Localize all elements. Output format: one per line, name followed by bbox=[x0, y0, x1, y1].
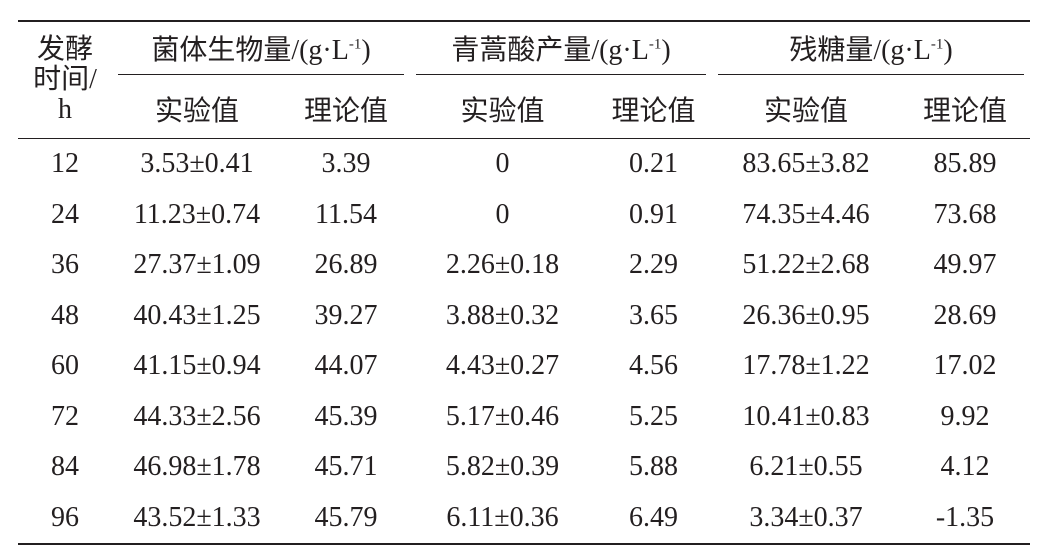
table-cell: 24 bbox=[51, 198, 79, 230]
table-cell: 11.54 bbox=[315, 198, 377, 230]
table-cell: -1.35 bbox=[900, 492, 1030, 545]
group-close: ) bbox=[661, 34, 671, 66]
sub-header: 理论值 bbox=[595, 80, 712, 139]
table-row: 24 11.23±0.74 11.54 0 0.91 74.35±4.46 73.68 bbox=[18, 190, 1030, 241]
group-close: ) bbox=[943, 34, 953, 66]
table-cell: 96 bbox=[18, 492, 112, 545]
table-row: 84 46.98±1.78 45.71 5.82±0.39 5.88 6.21±0.55 4… bbox=[18, 442, 1030, 493]
table-cell: 74.35±4.46 bbox=[742, 198, 870, 230]
table-cell: 85.89 bbox=[933, 148, 997, 180]
table-cell: 0 bbox=[495, 148, 510, 180]
table-cell: 44.33±2.56 bbox=[133, 400, 261, 432]
table-cell: 45.39 bbox=[314, 400, 378, 432]
table-cell: 2.26±0.18 bbox=[445, 249, 560, 281]
sub-header: 理论值 bbox=[282, 80, 410, 139]
unit-exponent: -1 bbox=[648, 36, 662, 53]
table-cell: 0 bbox=[495, 198, 510, 230]
group-label: 菌体生物量/(g·L-1) bbox=[118, 28, 404, 75]
table-cell: 9.92 bbox=[940, 400, 990, 432]
table-cell: 45.79 bbox=[282, 492, 410, 545]
table-cell: 73.68 bbox=[933, 198, 997, 230]
table-cell: 2.29 bbox=[629, 249, 678, 281]
group-label: 残糖量/(g·L-1) bbox=[718, 28, 1024, 75]
sub-header: 实验值 bbox=[712, 80, 900, 139]
table-cell: 83.65±3.82 bbox=[742, 148, 870, 180]
table-cell: 5.25 bbox=[629, 400, 678, 432]
table-body: 12 3.53±0.41 3.39 0 0.21 83.65±3.82 85.89 24 11.… bbox=[18, 139, 1030, 545]
table-row: 96 43.52±1.33 45.79 6.11±0.36 6.49 3.34±0.37-… bbox=[18, 492, 1030, 545]
table-cell: 51.22±2.68 bbox=[742, 249, 870, 281]
sub-header: 实验值 bbox=[410, 80, 595, 139]
sub-header: 理论值 bbox=[900, 80, 1030, 139]
group-name: 菌体生物量/(g·L bbox=[151, 34, 349, 66]
table-head: 发酵 时间/h 菌体生物量/(g·L-1) 青蒿酸产量/(g·L-1) 残糖量/(g·L… bbox=[18, 20, 1030, 139]
data-table: 发酵 时间/h 菌体生物量/(g·L-1) 青蒿酸产量/(g·L-1) 残糖量/(g·L… bbox=[18, 20, 1030, 545]
table-cell: 46.98±1.78 bbox=[133, 451, 261, 483]
table-cell: 3.34±0.37 bbox=[712, 492, 900, 545]
corner-line: h bbox=[58, 94, 72, 125]
table-cell: 10.41±0.83 bbox=[742, 400, 870, 432]
table-row: 72 44.33±2.56 45.39 5.17±0.46 5.25 10.41±0.83… bbox=[18, 392, 1030, 443]
table-cell: 6.49 bbox=[595, 492, 712, 545]
table-cell: 49.97 bbox=[933, 249, 997, 281]
table-cell: 44.07 bbox=[314, 350, 378, 382]
table-cell: 0.21 bbox=[629, 148, 678, 180]
table-row: 36 27.37±1.09 26.89 2.26±0.18 2.29 51.22±2.68… bbox=[18, 240, 1030, 291]
table-cell: 28.69 bbox=[933, 299, 997, 331]
table-cell: 39.27 bbox=[314, 299, 378, 331]
table-cell: 40.43±1.25 bbox=[133, 299, 261, 331]
table-cell: 43.52±1.33 bbox=[112, 492, 282, 545]
table-cell: 45.71 bbox=[314, 451, 378, 483]
table-cell: 17.78±1.22 bbox=[742, 350, 870, 382]
corner-line: 发酵 bbox=[36, 34, 93, 65]
table-cell: 5.82±0.39 bbox=[445, 451, 560, 483]
table-cell: 0.91 bbox=[629, 198, 678, 230]
table-cell: 4.56 bbox=[629, 350, 678, 382]
group-close: ) bbox=[361, 34, 371, 66]
table-cell: 3.88±0.32 bbox=[445, 299, 560, 331]
table-cell: 3.39 bbox=[321, 148, 371, 180]
table-cell: 36 bbox=[51, 249, 79, 281]
table-cell: 41.15±0.94 bbox=[133, 350, 261, 382]
table-cell: 4.12 bbox=[940, 451, 990, 483]
table-cell: 48 bbox=[51, 299, 79, 331]
table-cell: 5.88 bbox=[629, 451, 678, 483]
table-cell: 4.43±0.27 bbox=[445, 350, 560, 382]
group-header: 残糖量/(g·L-1) bbox=[712, 20, 1030, 80]
table-cell: 27.37±1.09 bbox=[133, 249, 261, 281]
table-cell: 12 bbox=[51, 148, 79, 180]
table-cell: 6.21±0.55 bbox=[749, 451, 863, 483]
table-cell: 17.02 bbox=[933, 350, 997, 382]
group-header-row: 发酵 时间/h 菌体生物量/(g·L-1) 青蒿酸产量/(g·L-1) 残糖量/(g·L… bbox=[18, 20, 1030, 139]
table-row: 48 40.43±1.25 39.27 3.88±0.32 3.65 26.36±0.95… bbox=[18, 291, 1030, 342]
table-cell: 3.53±0.41 bbox=[140, 148, 254, 180]
group-name: 青蒿酸产量/(g·L bbox=[451, 34, 649, 66]
table-cell: 26.36±0.95 bbox=[742, 299, 870, 331]
sub-header-row: 实验值 理论值 实验值 理论值 实验值 理论值 bbox=[18, 80, 1030, 139]
table-cell: 6.11±0.36 bbox=[410, 492, 595, 545]
table-cell: 26.89 bbox=[314, 249, 378, 281]
table-row: 12 3.53±0.41 3.39 0 0.21 83.65±3.82 85.89 bbox=[18, 139, 1030, 190]
table-row: 60 41.15±0.94 44.07 4.43±0.27 4.56 17.78±1.22… bbox=[18, 341, 1030, 392]
table-cell: 3.65 bbox=[629, 299, 678, 331]
group-label: 青蒿酸产量/(g·L-1) bbox=[416, 28, 706, 75]
table-cell: 72 bbox=[51, 400, 79, 432]
corner-header: 发酵 时间/h bbox=[18, 20, 112, 139]
group-name: 残糖量/(g·L bbox=[789, 34, 931, 66]
group-header: 菌体生物量/(g·L-1) bbox=[112, 20, 410, 80]
unit-exponent: -1 bbox=[348, 36, 362, 53]
table-cell: 11.23±0.74 bbox=[133, 198, 261, 230]
table-cell: 5.17±0.46 bbox=[445, 400, 560, 432]
table-cell: 60 bbox=[51, 350, 79, 382]
sub-header: 实验值 bbox=[112, 80, 282, 139]
unit-exponent: -1 bbox=[930, 36, 944, 53]
group-header: 青蒿酸产量/(g·L-1) bbox=[410, 20, 712, 80]
corner-line: 时间/ bbox=[33, 64, 97, 95]
table-cell: 84 bbox=[51, 451, 79, 483]
